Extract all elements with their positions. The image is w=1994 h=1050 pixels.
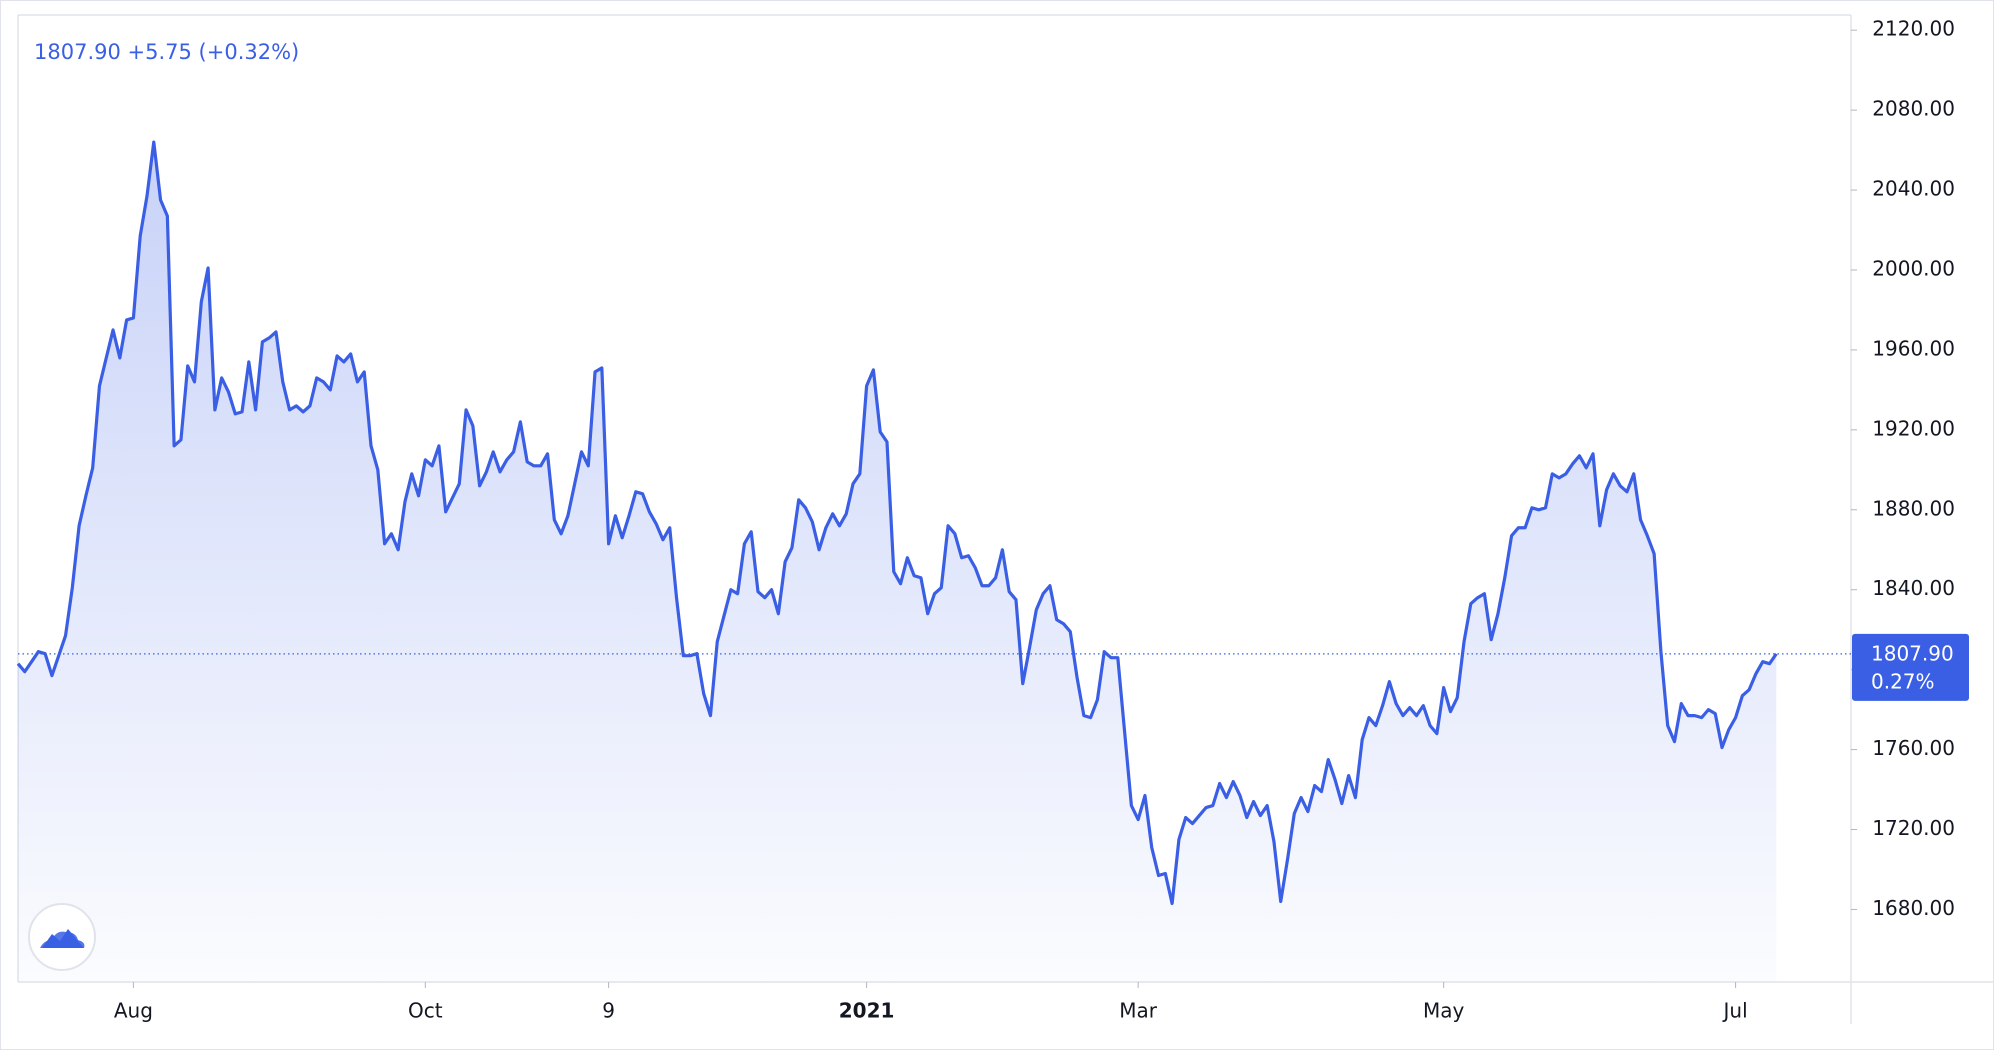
price-line <box>16 140 1778 906</box>
x-tick-label: Mar <box>1119 999 1158 1023</box>
last-price-box <box>1852 633 1969 701</box>
logo-cloud <box>40 931 85 948</box>
y-tick-label: 2000.00 <box>1872 256 1955 280</box>
last-change-label: 0.27% <box>1871 669 1935 693</box>
area-fill <box>18 142 1777 983</box>
x-tick-label: May <box>1423 999 1465 1023</box>
price-header: 1807.90 +5.75 (+0.32%) <box>34 40 299 64</box>
y-tick-label: 1760.00 <box>1872 736 1955 760</box>
y-tick-label: 1680.00 <box>1872 896 1955 920</box>
y-tick-label: 1920.00 <box>1872 416 1955 440</box>
x-tick-label: 2021 <box>839 999 895 1023</box>
y-tick-label: 2040.00 <box>1872 177 1955 201</box>
x-tick-label: 9 <box>602 999 615 1023</box>
plot-area <box>16 140 1778 983</box>
x-tick-label: Oct <box>408 999 443 1023</box>
y-tick-label: 1960.00 <box>1872 336 1955 360</box>
y-tick-label: 1880.00 <box>1872 496 1955 520</box>
logo <box>28 903 96 971</box>
last-price-label: 1807.90 <box>1871 641 1954 665</box>
x-tick-label: Jul <box>1722 999 1748 1023</box>
y-tick-label: 1840.00 <box>1872 576 1955 600</box>
y-tick-label: 2120.00 <box>1872 17 1955 41</box>
x-tick-label: Aug <box>114 999 153 1023</box>
y-tick-label: 2080.00 <box>1872 97 1955 121</box>
y-tick-label: 1720.00 <box>1872 816 1955 840</box>
